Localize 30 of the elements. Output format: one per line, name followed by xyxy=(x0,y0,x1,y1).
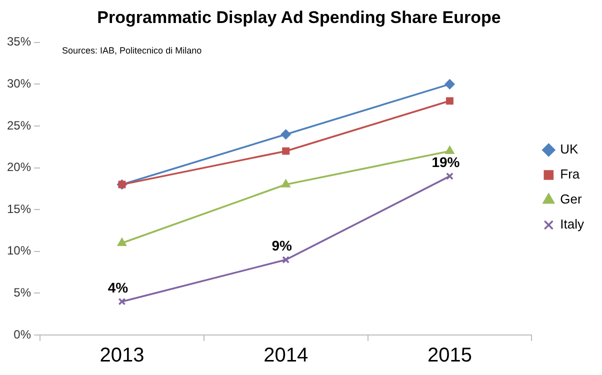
legend-label: Fra xyxy=(560,166,580,182)
point xyxy=(282,147,290,155)
point xyxy=(118,238,126,246)
point xyxy=(444,79,455,90)
point xyxy=(118,298,126,306)
chart-title: Programmatic Display Ad Spending Share Europe xyxy=(97,8,501,27)
legend-label: Ger xyxy=(560,192,582,207)
data-label: 19% xyxy=(432,154,460,170)
x-tick-label: 2013 xyxy=(100,344,144,367)
point xyxy=(446,97,454,105)
x-tick-label: 2014 xyxy=(264,344,308,367)
y-tick-label: 35% xyxy=(6,34,32,49)
data-label: 4% xyxy=(108,279,129,296)
y-tick-label: 20% xyxy=(6,160,32,174)
y-tick-label: 25% xyxy=(6,118,32,132)
point xyxy=(281,180,290,188)
y-tick-label: 10% xyxy=(6,244,32,258)
y-tick-label: 5% xyxy=(14,286,32,300)
y-tick-label: 15% xyxy=(6,202,32,216)
legend-label: UK xyxy=(560,142,579,157)
y-tick-label: 30% xyxy=(6,76,32,91)
legend-label: Italy xyxy=(560,216,584,232)
y-tick-label: 0% xyxy=(14,327,32,342)
point xyxy=(282,256,290,264)
point xyxy=(446,172,454,180)
point xyxy=(445,146,454,154)
point xyxy=(280,129,291,140)
annotation: Sources: IAB, Politecnico di Milano xyxy=(62,45,202,56)
data-label: 9% xyxy=(272,238,293,254)
x-tick-label: 2015 xyxy=(427,344,472,367)
